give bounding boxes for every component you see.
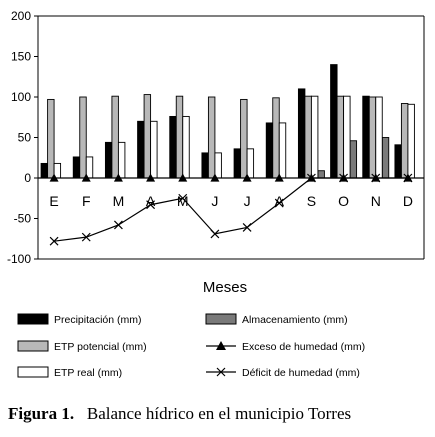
legend-swatch (17, 313, 49, 325)
legend: Precipitación (mm) Almacenamiento (mm) ETP… (17, 313, 365, 379)
x-tick-label: M (113, 193, 125, 209)
bar-etp (175, 95, 184, 179)
y-tick-label: 100 (11, 90, 31, 104)
caption-label: Figura 1 (8, 404, 70, 423)
bar-etp (182, 115, 190, 179)
y-tick-label: 200 (11, 9, 31, 23)
exceso-marker (339, 173, 349, 182)
legend-label: Déficit de humedad (mm) (242, 367, 360, 379)
x-tick-label: M (177, 193, 189, 209)
bar-etp (47, 98, 55, 179)
x-tick-label: A (146, 193, 156, 209)
bar-precipitación (297, 88, 306, 179)
exceso-marker (178, 173, 188, 182)
exceso-marker (371, 173, 381, 182)
bar-etp (278, 122, 287, 179)
deficit-marker (274, 198, 284, 208)
bar-precipitación (72, 156, 81, 179)
bar-etp (111, 95, 119, 179)
bar-etp (336, 95, 345, 179)
y-tick-label: 50 (18, 131, 32, 145)
exceso-marker (403, 173, 413, 182)
bar-precipitación (40, 162, 49, 179)
deficit-marker (49, 236, 59, 246)
figure-caption: Figura 1. Balance hídrico en el municipi… (8, 404, 433, 424)
bar-etp (343, 95, 351, 179)
exceso-marker (49, 173, 59, 182)
bar-etp (85, 156, 94, 179)
y-tick-label: -100 (7, 252, 31, 266)
bar-etp (79, 96, 87, 179)
bar-etp (400, 103, 409, 179)
bar-etp (368, 96, 377, 179)
bar-etp (117, 141, 126, 179)
bar-precipitación (394, 144, 402, 179)
x-tick-label: F (82, 193, 91, 209)
x-axis-title: Meses (203, 279, 247, 296)
legend-label: Almacenamiento (mm) (242, 314, 348, 326)
y-tick-label: 150 (11, 50, 31, 64)
x-tick-label: O (338, 193, 349, 209)
exceso-marker (146, 173, 156, 182)
bar-precipitación (104, 141, 113, 179)
bar-etp (207, 96, 216, 179)
caption-dot: . (69, 404, 75, 423)
y-tick-label: 0 (24, 171, 31, 185)
legend-marker (216, 367, 226, 377)
x-tick-label: S (307, 193, 316, 209)
legend-label: Precipitación (mm) (54, 314, 142, 326)
bar-almacenamiento (349, 140, 358, 179)
bar-etp (310, 95, 319, 179)
bar-etp (304, 95, 312, 179)
legend-marker (216, 341, 226, 350)
exceso-marker (113, 173, 123, 182)
exceso-marker (306, 173, 316, 182)
deficit-marker (210, 229, 220, 239)
bar-precipitación (201, 152, 209, 179)
legend-swatch (205, 313, 237, 325)
deficit-marker (242, 222, 252, 232)
x-tick-label: E (49, 193, 58, 209)
water-balance-chart: -100 -50 0 50 100 150 200 E F M A M J J A S O N D Meses Pr… (7, 9, 425, 379)
exceso-marker (274, 173, 284, 182)
bar-etp (150, 120, 158, 179)
exceso-marker (81, 173, 91, 182)
caption-text: Balance hídrico en el municipio Torres (86, 404, 352, 423)
exceso-marker (210, 173, 220, 182)
bar-precipitación (265, 122, 274, 179)
bar-etp (143, 94, 152, 179)
bar-etp (272, 97, 280, 179)
bar-etp (214, 152, 222, 179)
x-tick-label: D (403, 193, 413, 209)
bar-precipitación (362, 95, 370, 179)
deficit-marker (178, 193, 188, 203)
deficit-marker (81, 232, 91, 242)
bar-etp (240, 98, 248, 179)
bar-etp (375, 96, 383, 179)
exceso-marker (242, 173, 252, 182)
legend-swatch (17, 340, 49, 352)
x-tick-label: J (244, 193, 251, 209)
plot-area: -100 -50 0 50 100 150 200 E F M A M J J A S O N D (7, 9, 425, 266)
legend-label: ETP real (mm) (54, 367, 122, 379)
x-tick-label: J (211, 193, 218, 209)
x-tick-label: A (275, 193, 285, 209)
deficit-line (54, 177, 408, 242)
legend-swatch (17, 366, 49, 378)
bar-almacenamiento (381, 137, 390, 179)
bar-etp (407, 103, 415, 179)
legend-label: ETP potencial (mm) (54, 341, 147, 353)
bar-etp (246, 148, 255, 179)
deficit-marker (113, 220, 123, 230)
bar-precipitación (137, 120, 145, 179)
deficit-marker (146, 200, 156, 210)
bar-almacenamiento (317, 170, 325, 179)
x-tick-label: N (371, 193, 381, 209)
legend-label: Exceso de humedad (mm) (242, 341, 365, 353)
bar-precipitación (169, 115, 177, 179)
y-tick-label: -50 (14, 212, 32, 226)
bar-precipitación (233, 148, 242, 179)
bar-precipitación (330, 64, 338, 179)
